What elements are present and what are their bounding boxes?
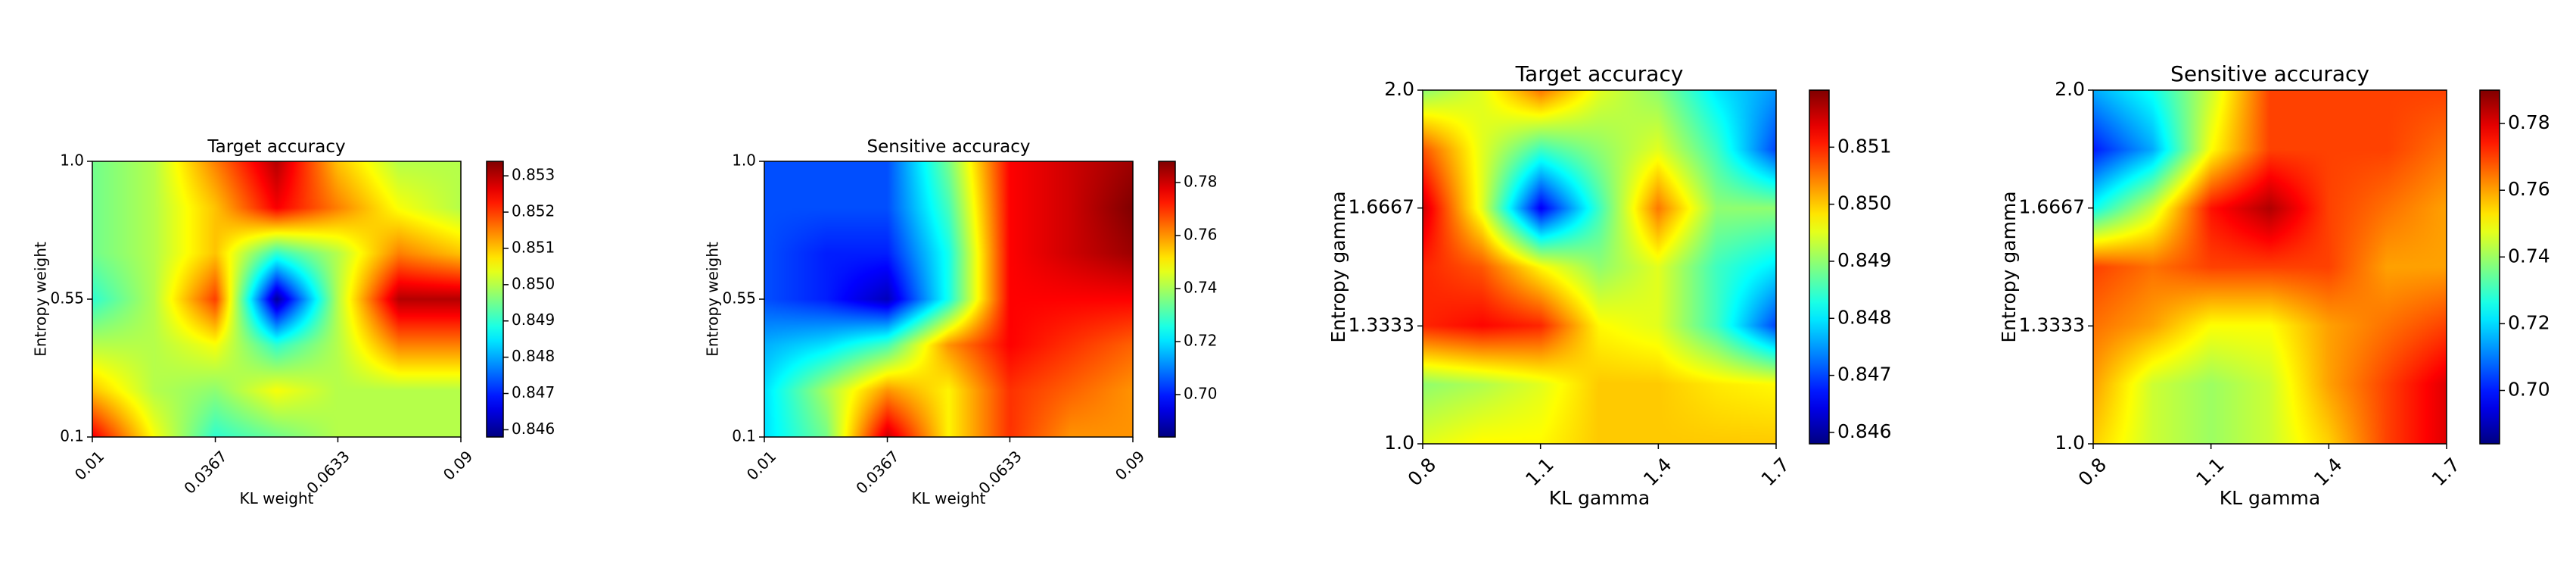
x-axis-label: KL weight xyxy=(911,489,985,507)
y-tick-label: 0.55 xyxy=(722,289,756,307)
chart-title: Sensitive accuracy xyxy=(867,137,1031,157)
x-tick-label: 1.7 xyxy=(1757,454,1794,491)
chart-title: Target accuracy xyxy=(1515,61,1684,86)
colorbar-tick-label: 0.72 xyxy=(2508,311,2550,333)
y-tick-label: 1.0 xyxy=(60,151,84,170)
colorbar-tick-label: 0.852 xyxy=(512,202,555,220)
x-tick-label: 0.09 xyxy=(440,447,476,483)
colorbar-tick-label: 0.76 xyxy=(2508,178,2550,200)
y-tick-label: 2.0 xyxy=(1384,78,1414,100)
x-tick-label: 1.1 xyxy=(1521,454,1558,491)
y-tick-label: 1.3333 xyxy=(2019,314,2085,336)
x-tick-label: 0.01 xyxy=(71,447,107,483)
colorbar xyxy=(486,161,504,438)
colorbar-tick-label: 0.847 xyxy=(512,383,555,401)
y-tick-label: 1.3333 xyxy=(1349,314,1414,336)
heatmap-image xyxy=(1423,90,1776,444)
y-axis-label: Entropy gamma xyxy=(1998,191,2020,342)
colorbar xyxy=(2479,89,2500,445)
y-tick-label: 1.0 xyxy=(1384,432,1414,454)
y-axis-label: Entropy weight xyxy=(32,242,50,357)
x-tick-label: 0.09 xyxy=(1112,447,1148,483)
y-tick-label: 0.1 xyxy=(60,427,84,445)
colorbar-tick-label: 0.851 xyxy=(512,238,555,256)
heatmap-image xyxy=(92,161,461,437)
colorbar-tick-label: 0.853 xyxy=(512,166,555,184)
colorbar-tick-label: 0.849 xyxy=(512,311,555,329)
y-tick-label: 1.6667 xyxy=(2019,196,2085,218)
chart-title: Sensitive accuracy xyxy=(2170,61,2369,86)
colorbar-tick-label: 0.846 xyxy=(512,420,555,438)
x-axis-label: KL weight xyxy=(239,489,313,507)
colorbar-tick-label: 0.74 xyxy=(2508,245,2550,267)
colorbar-tick-label: 0.848 xyxy=(1837,306,1892,328)
colorbar-tick-label: 0.72 xyxy=(1184,332,1218,350)
x-axis-label: KL gamma xyxy=(2220,487,2320,509)
x-tick-label: 1.4 xyxy=(2310,454,2347,491)
heatmap-image xyxy=(2093,90,2447,444)
colorbar-tick-label: 0.851 xyxy=(1837,135,1892,157)
x-tick-label: 0.0367 xyxy=(852,447,902,497)
heatmap-image xyxy=(764,161,1133,437)
colorbar-tick-label: 0.70 xyxy=(2508,379,2550,401)
y-tick-label: 1.6667 xyxy=(1349,196,1414,218)
colorbar-tick-label: 0.849 xyxy=(1837,249,1892,271)
x-tick-label: 0.0367 xyxy=(180,447,230,497)
colorbar-tick-label: 0.846 xyxy=(1837,420,1892,442)
y-tick-label: 0.55 xyxy=(50,289,84,307)
x-tick-label: 0.01 xyxy=(743,447,779,483)
chart-title: Target accuracy xyxy=(207,137,345,157)
colorbar xyxy=(1809,89,1830,445)
y-tick-label: 0.1 xyxy=(732,427,756,445)
heatmap-panel-3: Target accuracy 0.8 1.1 1.4 1.7 KL gamma 1.0 1.… xyxy=(1327,61,1892,509)
x-tick-label: 0.8 xyxy=(2074,454,2111,491)
x-tick-label: 1.1 xyxy=(2192,454,2229,491)
y-tick-label: 1.0 xyxy=(732,151,756,170)
colorbar xyxy=(1158,161,1176,438)
y-tick-label: 2.0 xyxy=(2055,78,2085,100)
plot-frame xyxy=(1422,89,1777,445)
x-tick-label: 1.7 xyxy=(2428,454,2465,491)
colorbar-tick-label: 0.70 xyxy=(1184,385,1218,403)
plot-frame xyxy=(2092,89,2447,445)
y-axis-label: Entropy weight xyxy=(704,242,722,357)
colorbar-tick-label: 0.850 xyxy=(1837,192,1892,214)
x-axis-label: KL gamma xyxy=(1549,487,1650,509)
x-tick-label: 1.4 xyxy=(1639,454,1676,491)
y-tick-label: 1.0 xyxy=(2055,432,2085,454)
y-axis-label: Entropy gamma xyxy=(1327,191,1349,342)
colorbar-tick-label: 0.74 xyxy=(1184,279,1218,297)
colorbar-tick-label: 0.78 xyxy=(1184,173,1218,191)
colorbar-tick-label: 0.76 xyxy=(1184,226,1218,244)
colorbar-tick-label: 0.850 xyxy=(512,274,555,292)
heatmap-panel-4: Sensitive accuracy 0.8 1.1 1.4 1.7 KL gamma 1.… xyxy=(1998,61,2550,509)
colorbar-tick-label: 0.848 xyxy=(512,347,555,365)
colorbar-tick-label: 0.78 xyxy=(2508,111,2550,133)
x-tick-label: 0.8 xyxy=(1404,454,1441,491)
colorbar-tick-label: 0.847 xyxy=(1837,364,1892,386)
